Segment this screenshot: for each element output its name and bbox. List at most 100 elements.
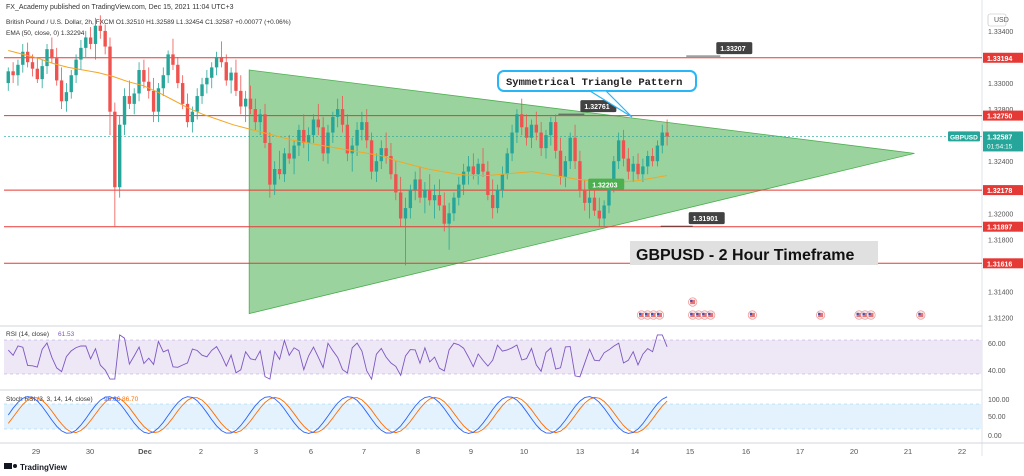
- symbol-name-label: GBPUSD: [950, 134, 978, 141]
- candle-body: [437, 195, 442, 206]
- candle-body: [195, 96, 199, 112]
- candle-body: [461, 171, 466, 185]
- candle-body: [432, 195, 437, 201]
- ema-value-label: 1.32203: [592, 183, 617, 190]
- candle-body: [655, 145, 660, 162]
- candle-body: [524, 127, 529, 138]
- timeframe-label-text: GBPUSD - 2 Hour Timeframe: [636, 247, 855, 264]
- candle-body: [282, 153, 287, 175]
- candle-body: [21, 51, 25, 65]
- candle-body: [558, 150, 563, 177]
- candle-body: [93, 25, 98, 44]
- y-tick-label: 1.32400: [988, 159, 1013, 166]
- pattern-label-pointer: [587, 90, 633, 118]
- economic-event-icon[interactable]: [706, 310, 716, 320]
- economic-event-icon[interactable]: [916, 310, 926, 320]
- candle-body: [641, 166, 645, 175]
- y-tick-label: 1.31200: [988, 315, 1013, 322]
- candle-body: [200, 84, 204, 97]
- candle-body: [520, 114, 524, 128]
- candle-body: [214, 56, 219, 68]
- candle-body: [553, 122, 558, 151]
- candle-body: [549, 122, 553, 136]
- candle-body: [98, 25, 103, 31]
- candle-body: [491, 195, 495, 209]
- publisher-line: FX_Academy published on TradingView.com,…: [6, 4, 234, 11]
- rsi-tick: 60.00: [988, 341, 1006, 348]
- candle-body: [379, 148, 383, 162]
- y-tick-label: 1.33400: [988, 29, 1013, 36]
- level-price-tag: [983, 110, 1023, 121]
- candle-body: [646, 155, 650, 167]
- candle-body: [568, 137, 572, 162]
- candle-body: [534, 124, 538, 133]
- candle-body: [234, 72, 238, 91]
- candle-body: [602, 205, 606, 219]
- candle-body: [311, 119, 316, 136]
- x-tick-label: 16: [742, 447, 750, 456]
- y-tick-label: 1.31400: [988, 289, 1013, 296]
- current-price-tag: [983, 131, 1023, 152]
- candle-body: [616, 140, 621, 162]
- ema-legend-line: EMA (50, close, 0) 1.32294: [6, 30, 85, 37]
- candle-body: [331, 116, 335, 133]
- candle-body: [510, 132, 514, 154]
- economic-event-icon[interactable]: [654, 310, 665, 320]
- candle-body: [35, 68, 40, 80]
- stoch-d-value: 86.70: [122, 396, 139, 403]
- x-tick-label: 6: [309, 447, 313, 456]
- candle-body: [248, 98, 253, 110]
- candle-body: [447, 213, 451, 224]
- x-tick-label: 22: [958, 447, 966, 456]
- x-tick-label: 14: [631, 447, 639, 456]
- candle-body: [176, 64, 180, 84]
- candle-body: [481, 163, 485, 172]
- candle-body: [495, 189, 500, 209]
- candle-body: [171, 54, 175, 65]
- level-price-tag: [983, 185, 1023, 196]
- economic-event-icon[interactable]: [747, 310, 757, 320]
- candle-body: [428, 189, 432, 201]
- candle-body: [418, 179, 422, 198]
- candle-body: [486, 171, 490, 196]
- tradingview-logo[interactable]: TradingView: [4, 463, 68, 472]
- candle-body: [423, 189, 427, 198]
- candle-body: [505, 153, 509, 175]
- candle-body: [268, 142, 272, 185]
- candle-body: [79, 47, 83, 60]
- economic-event-icon[interactable]: [866, 310, 876, 320]
- candle-body: [544, 135, 548, 149]
- symbol-name-tag: [948, 131, 980, 142]
- currency-box[interactable]: [987, 13, 1007, 27]
- x-tick-label: 9: [469, 447, 473, 456]
- rsi-label: RSI (14, close): [6, 331, 49, 338]
- candle-body: [253, 109, 258, 123]
- stoch-d-line: [7, 396, 668, 434]
- candle-body: [137, 70, 141, 94]
- economic-event-icon[interactable]: [816, 310, 826, 320]
- candle-body: [500, 174, 505, 190]
- level-price-label: 1.31616: [987, 261, 1012, 268]
- candle-body: [205, 77, 209, 85]
- candle-body: [413, 179, 417, 190]
- candle-body: [59, 80, 64, 102]
- x-tick-label: 13: [576, 447, 584, 456]
- candle-body: [316, 119, 321, 128]
- candle-body: [621, 140, 626, 159]
- candle-body: [398, 192, 403, 219]
- candle-body: [84, 37, 88, 48]
- callout-label: 1.32761: [584, 104, 609, 111]
- candle-body: [210, 67, 214, 78]
- candle-body: [529, 124, 534, 138]
- rsi-value: 61.53: [58, 331, 75, 338]
- economic-event-icon[interactable]: [688, 297, 698, 307]
- candle-body: [345, 124, 350, 154]
- candle-body: [11, 71, 15, 76]
- stoch-tick: 0.00: [988, 433, 1002, 440]
- candle-body: [103, 30, 107, 47]
- candle-body: [156, 88, 161, 112]
- timeframe-label-box: [630, 241, 878, 265]
- candle-body: [277, 169, 282, 175]
- x-tick-label: 30: [86, 447, 94, 456]
- candle-body: [55, 58, 59, 81]
